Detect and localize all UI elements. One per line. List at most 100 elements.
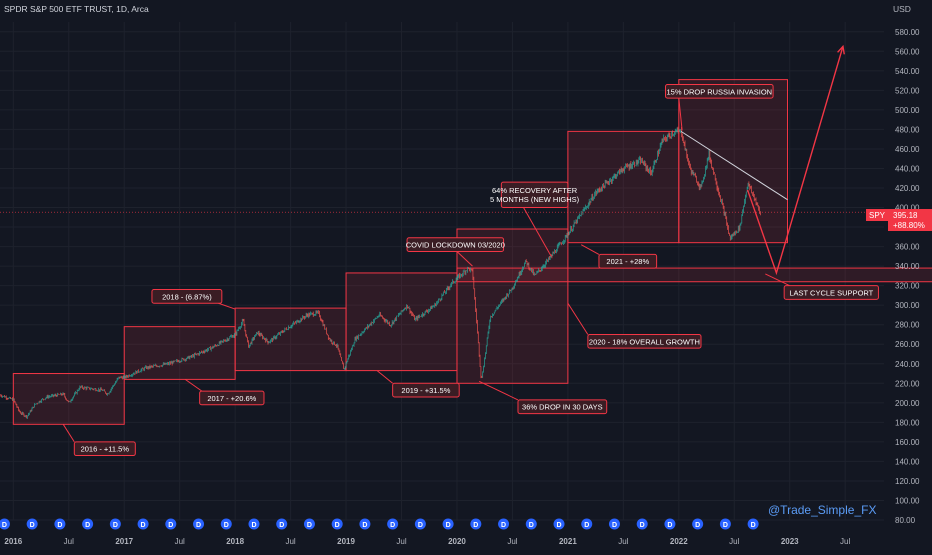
dividend-marker-label: D: [224, 522, 229, 529]
x-tick-label: 2019: [337, 537, 355, 546]
annotation-label: 2018 - (6.87%): [162, 292, 212, 301]
dividend-marker: [193, 518, 205, 530]
dividend-marker: [0, 518, 10, 530]
y-tick-label: 580.00: [895, 28, 920, 37]
x-tick-label: 2022: [670, 537, 688, 546]
x-tick-label: 2023: [781, 537, 799, 546]
annotation-pointer: [376, 370, 393, 384]
dividend-marker-label: D: [168, 522, 173, 529]
zone-box: [123, 326, 236, 380]
y-tick-label: 80.00: [895, 516, 916, 525]
dividend-marker-label: D: [446, 522, 451, 529]
dividend-marker: [26, 518, 38, 530]
y-tick-label: 100.00: [895, 496, 920, 505]
price-tag-price: 395.18: [893, 211, 918, 220]
dividend-marker-label: D: [141, 522, 146, 529]
annotation-label: LAST CYCLE SUPPORT: [789, 288, 873, 297]
y-tick-label: 480.00: [895, 125, 920, 134]
x-tick-label: Jul: [175, 537, 185, 546]
annotation-pointer: [765, 273, 790, 287]
annotation-label: 5 MONTHS (NEW HIGHS): [490, 195, 580, 204]
y-tick-label: 360.00: [895, 243, 920, 252]
price-tag[interactable]: SPY 395.18 +88.80%: [866, 209, 932, 231]
annotation-pointer: [523, 207, 552, 257]
annotation-box: [783, 285, 879, 300]
y-tick-label: 300.00: [895, 301, 920, 310]
y-tick-label: 140.00: [895, 457, 920, 466]
dividend-marker: [608, 518, 620, 530]
dividend-marker: [719, 518, 731, 530]
dividend-marker-label: D: [612, 522, 617, 529]
dividend-marker-label: D: [556, 522, 561, 529]
dividend-marker-label: D: [723, 522, 728, 529]
y-tick-label: 320.00: [895, 282, 920, 291]
chart-title: SPDR S&P 500 ETF TRUST, 1D, Arca: [4, 4, 149, 14]
annotation-box: [392, 382, 460, 398]
dividend-marker-label: D: [196, 522, 201, 529]
y-tick-label: 340.00: [895, 262, 920, 271]
annotation-zones: [12, 79, 932, 425]
projection-layer[interactable]: [746, 44, 845, 276]
candles: [0, 126, 761, 419]
annotation-pointer: [567, 302, 589, 335]
y-tick-label: 200.00: [895, 399, 920, 408]
dividend-marker: [553, 518, 565, 530]
dividend-marker-label: D: [640, 522, 645, 529]
zone-box: [456, 228, 569, 384]
dividend-marker: [747, 518, 759, 530]
dividend-marker-label: D: [390, 522, 395, 529]
x-tick-label: 2016: [4, 537, 22, 546]
price-tag-symbol: SPY: [869, 211, 886, 220]
dividend-marker: [470, 518, 482, 530]
zone-box: [567, 130, 680, 244]
annotation-box: [664, 83, 774, 99]
dividend-marker-label: D: [667, 522, 672, 529]
dividend-marker-label: D: [362, 522, 367, 529]
currency-label: USD: [893, 4, 911, 14]
trendline-layer[interactable]: [680, 130, 788, 201]
y-tick-label: 540.00: [895, 67, 920, 76]
dividend-marker: [664, 518, 676, 530]
y-tick-label: 240.00: [895, 360, 920, 369]
dividend-marker-label: D: [751, 522, 756, 529]
dividend-marker: [109, 518, 121, 530]
dividend-marker: [220, 518, 232, 530]
zone-box: [345, 272, 458, 372]
dividend-marker-label: D: [57, 522, 62, 529]
dividend-marker-label: D: [279, 522, 284, 529]
dividend-marker: [692, 518, 704, 530]
price-tag-change: +88.80%: [893, 221, 925, 230]
y-tick-label: 280.00: [895, 321, 920, 330]
dividend-marker: [442, 518, 454, 530]
dividend-marker-label: D: [501, 522, 506, 529]
trendline: [680, 130, 788, 201]
annotations: 2016 - +11.5% 2017 - +20.6% 2018 - (6.87%)…: [62, 83, 879, 457]
annotation-box: [73, 441, 136, 457]
y-tick-label: 400.00: [895, 204, 920, 213]
annotation-box: [587, 333, 702, 349]
annotation-label: 2021 - +28%: [606, 257, 649, 266]
annotation-box: [500, 181, 569, 209]
x-tick-label: Jul: [396, 537, 406, 546]
annotation-label: 2017 - +20.6%: [207, 394, 256, 403]
x-tick-label: Jul: [285, 537, 295, 546]
dividend-marker: [82, 518, 94, 530]
y-axis: 80.00 100.00 120.00 140.00 160.00 180.00 200.0…: [895, 28, 920, 525]
dividend-marker-label: D: [113, 522, 118, 529]
dividend-marker: [498, 518, 510, 530]
y-tick-label: 440.00: [895, 164, 920, 173]
annotation-label: 15% DROP RUSSIA INVASION: [666, 87, 772, 96]
y-tick-label: 500.00: [895, 106, 920, 115]
y-tick-label: 520.00: [895, 86, 920, 95]
annotation-pointer: [580, 244, 600, 255]
y-tick-label: 120.00: [895, 477, 920, 486]
y-tick-label: 560.00: [895, 47, 920, 56]
dividend-marker: [359, 518, 371, 530]
watermark: @Trade_Simple_FX: [768, 503, 876, 517]
dividend-marker-label: D: [473, 522, 478, 529]
projection-arrowhead: [837, 44, 845, 55]
annotation-label: 2020 - 18% OVERALL GROWTH: [589, 337, 700, 346]
annotation-box: [199, 390, 265, 406]
annotation-label: COVID LOCKDOWN 03/2020: [406, 241, 505, 250]
